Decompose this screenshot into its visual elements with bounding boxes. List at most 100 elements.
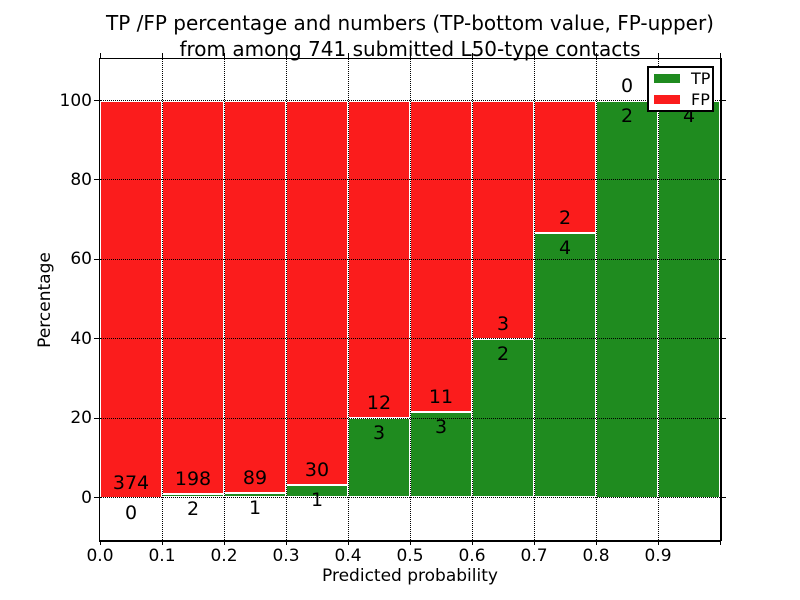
x-gridline [285, 59, 287, 540]
fp-count-label: 2 [558, 206, 572, 229]
chart-title: TP /FP percentage and numbers (TP-bottom… [100, 10, 720, 62]
ticks-layer [93, 52, 726, 545]
x-tick-label: 0.2 [210, 546, 238, 566]
x-tick [223, 540, 225, 545]
chart-title-line1: TP /FP percentage and numbers (TP-bottom… [106, 11, 714, 35]
x-tick-top [223, 52, 225, 58]
x-tick [161, 540, 163, 545]
plot-area: 3740198289130112311332240204 [93, 52, 726, 545]
tp-count-label: 3 [372, 422, 386, 445]
y-tick [93, 497, 99, 498]
x-tick [347, 540, 349, 545]
bar-segment-tp [348, 418, 410, 498]
right-spine [720, 58, 722, 541]
x-tick-top [471, 52, 473, 58]
x-gridline [595, 59, 597, 540]
x-tick-top [719, 52, 721, 58]
x-gridline [533, 59, 535, 540]
y-tick [93, 338, 99, 340]
x-tick-top [347, 52, 349, 58]
y-tick-label: 100 [59, 90, 92, 111]
bar-segment-fp [162, 100, 224, 494]
x-tick-top [285, 52, 287, 58]
fp-count-label: 30 [304, 458, 330, 481]
x-tick-top [161, 52, 163, 58]
legend-label-fp: FP [691, 89, 710, 109]
x-tick [471, 540, 473, 545]
x-gridline [409, 59, 411, 540]
top-spine [99, 57, 721, 59]
fp-count-label: 11 [428, 386, 454, 409]
legend: TP FP [647, 66, 714, 112]
gridlines-layer [100, 59, 720, 540]
bar-segment-fp [534, 100, 596, 233]
x-tick-label: 0.5 [396, 546, 424, 566]
bar-segment-tp [596, 100, 658, 498]
tp-count-label: 4 [558, 236, 572, 259]
x-tick [719, 540, 721, 545]
x-tick-label: 0.9 [644, 546, 672, 566]
legend-entry-fp: FP [649, 91, 712, 109]
tp-color-swatch [654, 74, 680, 83]
y-tick-label: 60 [70, 249, 92, 270]
x-axis-label: Predicted probability [322, 566, 498, 586]
y-tick [93, 417, 99, 419]
y-tick-right [721, 179, 726, 181]
fp-count-label: 0 [620, 74, 634, 97]
y-tick [93, 100, 99, 101]
x-gridline [471, 59, 473, 540]
fp-count-label: 198 [174, 467, 212, 490]
bottom-spine [99, 540, 721, 542]
legend-entry-tp: TP [649, 70, 712, 88]
x-tick [595, 540, 597, 545]
tp-count-label: 2 [620, 104, 634, 127]
y-tick-label: 40 [70, 328, 92, 349]
tp-count-label: 3 [434, 416, 448, 439]
y-tick-right [721, 417, 726, 419]
y-tick-label: 0 [81, 487, 92, 508]
y-tick [93, 179, 99, 181]
bar-count-labels-layer: 3740198289130112311332240204 [100, 59, 720, 540]
y-tick-label: 20 [70, 408, 92, 429]
bars-layer [100, 59, 720, 540]
fp-count-label: 89 [242, 467, 268, 490]
tp-count-label: 1 [310, 488, 324, 511]
x-tick [285, 540, 287, 545]
y-tick-right [721, 100, 726, 101]
x-tick-top [533, 52, 535, 58]
y-tick [93, 258, 99, 260]
x-tick-label: 0.0 [86, 546, 114, 566]
tp-count-label: 1 [248, 497, 262, 520]
x-tick-label: 0.3 [272, 546, 300, 566]
x-gridline [347, 59, 349, 540]
x-tick [657, 540, 659, 545]
tp-count-label: 0 [124, 501, 138, 524]
y-tick-label: 80 [70, 169, 92, 190]
x-gridline [223, 59, 225, 540]
x-tick-label: 0.4 [334, 546, 362, 566]
left-spine [98, 58, 100, 541]
x-gridline [161, 59, 163, 540]
x-gridline [657, 59, 659, 540]
y-tick-right [721, 497, 726, 498]
fp-count-label: 12 [366, 392, 392, 415]
y-tick-right [721, 338, 726, 340]
x-tick-top [409, 52, 411, 58]
tp-count-label: 2 [186, 497, 200, 520]
bar-segment-tp [534, 232, 596, 498]
x-tick-label: 0.1 [148, 546, 176, 566]
bar-segment-tp [658, 100, 720, 498]
x-tick-top [99, 52, 101, 58]
x-tick-top [595, 52, 597, 58]
fp-count-label: 374 [112, 471, 150, 494]
x-tick-label: 0.7 [520, 546, 548, 566]
x-tick-top [657, 52, 659, 58]
fp-count-label: 3 [496, 312, 510, 335]
bar-segment-tp [410, 412, 472, 498]
legend-label-tp: TP [691, 68, 711, 88]
bar-segment-fp [100, 100, 162, 498]
x-tick [533, 540, 535, 545]
bar-segment-fp [472, 100, 534, 339]
x-tick-label: 0.6 [458, 546, 486, 566]
